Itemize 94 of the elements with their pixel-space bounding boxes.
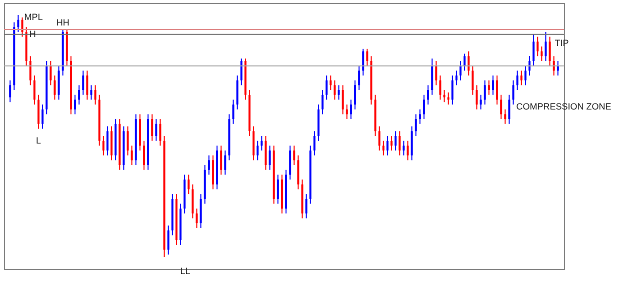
candlestick bbox=[159, 118, 162, 146]
candlestick bbox=[313, 130, 316, 156]
candlestick bbox=[488, 80, 490, 96]
candlestick bbox=[504, 108, 506, 124]
annotation: MPL bbox=[24, 12, 43, 22]
candlestick bbox=[54, 75, 56, 100]
candlestick bbox=[29, 56, 32, 86]
candlestick bbox=[520, 70, 522, 86]
candlestick bbox=[455, 70, 458, 86]
candlestick bbox=[102, 136, 104, 156]
candlestick bbox=[492, 75, 494, 96]
candlestick bbox=[224, 150, 226, 176]
candlestick bbox=[21, 16, 24, 38]
candlestick bbox=[126, 126, 129, 156]
candlestick bbox=[414, 114, 417, 136]
candlestick bbox=[82, 70, 84, 96]
candlestick bbox=[390, 136, 393, 152]
candlestick bbox=[439, 75, 442, 100]
candlestick bbox=[188, 174, 190, 195]
candlestick bbox=[423, 94, 425, 120]
candlestick bbox=[386, 136, 388, 156]
candlestick bbox=[496, 75, 498, 106]
candlestick bbox=[468, 50, 470, 76]
candlestick bbox=[17, 14, 20, 32]
annotation: COMPRESSION ZONE bbox=[516, 102, 612, 112]
candlestick bbox=[464, 53, 466, 72]
candlestick bbox=[322, 90, 324, 115]
candlestick bbox=[9, 80, 12, 103]
candlestick bbox=[382, 140, 384, 156]
candlestick bbox=[130, 145, 133, 166]
candlestick bbox=[74, 94, 76, 115]
candlestick bbox=[342, 84, 344, 115]
candlestick bbox=[143, 140, 145, 170]
candlestick bbox=[500, 94, 502, 120]
candlestick bbox=[451, 75, 454, 106]
annotation: TIP bbox=[554, 38, 569, 48]
annotation: HH bbox=[56, 18, 70, 28]
candlestick bbox=[548, 36, 551, 66]
candlestick bbox=[151, 114, 154, 142]
candlestick bbox=[354, 80, 356, 110]
candlestick bbox=[427, 84, 430, 106]
candlestick bbox=[524, 65, 526, 86]
candlestick bbox=[196, 208, 198, 228]
candlestick bbox=[536, 36, 539, 57]
candlestick bbox=[338, 84, 340, 100]
annotation: L bbox=[36, 136, 41, 146]
candlestick bbox=[260, 136, 263, 152]
candlestick bbox=[540, 46, 543, 62]
candlestick bbox=[484, 80, 486, 106]
candlestick bbox=[366, 48, 368, 66]
candlestick bbox=[346, 104, 348, 120]
candlestick bbox=[208, 154, 210, 176]
candlestick bbox=[480, 94, 482, 110]
candlestick bbox=[394, 130, 397, 152]
candlestick bbox=[94, 84, 96, 106]
candlestick bbox=[334, 80, 336, 100]
candlestick bbox=[362, 48, 364, 76]
candlestick bbox=[167, 225, 170, 256]
candlestick bbox=[443, 90, 446, 103]
text: LL bbox=[180, 266, 190, 276]
candlestick bbox=[232, 99, 234, 124]
candlestick bbox=[293, 145, 296, 166]
candlestick bbox=[472, 65, 474, 96]
candlestick bbox=[220, 145, 222, 176]
candlestick bbox=[50, 60, 52, 86]
candlestick bbox=[78, 84, 80, 106]
candlestick bbox=[326, 75, 328, 100]
candlestick bbox=[305, 194, 308, 219]
candlestick bbox=[240, 58, 242, 86]
candlestick bbox=[106, 126, 108, 156]
candlestick bbox=[532, 34, 535, 66]
candlestick bbox=[276, 174, 279, 204]
candlestick bbox=[460, 60, 462, 81]
candlestick bbox=[398, 130, 401, 156]
candlestick bbox=[33, 75, 36, 106]
candlestick bbox=[358, 65, 360, 91]
candlestick bbox=[402, 140, 405, 156]
candlestick bbox=[268, 145, 271, 170]
candlestick bbox=[330, 75, 332, 91]
candlestick bbox=[544, 31, 547, 62]
candlestick bbox=[378, 126, 380, 152]
candlestick bbox=[418, 108, 421, 124]
candlestick bbox=[86, 70, 88, 100]
candlestick bbox=[155, 118, 158, 142]
candlestick bbox=[435, 60, 438, 86]
candlestick bbox=[406, 140, 409, 161]
candlestick bbox=[512, 80, 514, 106]
candlestick bbox=[476, 84, 478, 110]
candlestick bbox=[42, 104, 44, 130]
candlestick bbox=[256, 140, 259, 161]
candlestick bbox=[508, 94, 510, 124]
candlestick bbox=[350, 99, 352, 120]
candlestick bbox=[90, 84, 92, 100]
candlestick bbox=[516, 70, 518, 91]
